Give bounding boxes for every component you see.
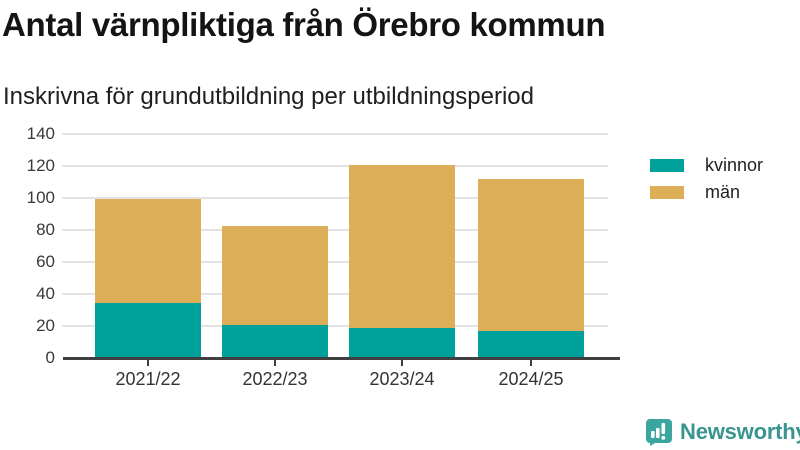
x-axis-category-label: 2024/25 [498, 369, 564, 389]
y-axis-tick-label: 60 [36, 252, 55, 271]
legend-swatch-män [650, 185, 684, 199]
bar-segment-kvinnor-2023/24 [349, 328, 455, 357]
x-axis-category-label: 2023/24 [369, 369, 435, 389]
gridline-100 [62, 197, 608, 199]
x-axis-tick [401, 360, 403, 366]
y-axis-tick-label: 0 [45, 348, 55, 367]
x-axis-tick [147, 360, 149, 366]
chart-title: Antal värnpliktiga från Örebro kommun [2, 6, 606, 43]
newsworthy-wordmark: Newsworthy [680, 419, 800, 444]
legend-swatch-kvinnor [650, 158, 684, 172]
legend-label-män: män [705, 181, 741, 202]
gridline-120 [62, 165, 608, 167]
bar-segment-män-2022/23 [222, 225, 328, 325]
gridline-40 [62, 293, 608, 295]
y-axis-tick-label: 140 [26, 124, 55, 143]
legend-item-kvinnor: kvinnor [650, 155, 763, 175]
bar-segment-män-2024/25 [478, 179, 584, 332]
gridline-20 [62, 325, 608, 327]
y-axis-tick-label: 120 [26, 156, 55, 175]
bar-segment-kvinnor-2022/23 [222, 325, 328, 357]
exclamation-dot-glyph [661, 436, 666, 440]
bar-segment-kvinnor-2021/22 [95, 302, 201, 357]
newsworthy-speech-bubble-icon [646, 419, 672, 446]
y-axis-tick-label: 20 [36, 316, 55, 335]
bar-segment-män-2021/22 [95, 198, 201, 303]
chart-subtitle: Inskrivna för grundutbildning per utbild… [3, 83, 534, 110]
bar-glyph-medium [656, 428, 660, 438]
y-axis-tick-label: 40 [36, 284, 55, 303]
x-axis-line [63, 357, 620, 360]
bar-segment-kvinnor-2024/25 [478, 331, 584, 357]
gridline-140 [62, 133, 608, 135]
legend-item-män: män [650, 182, 763, 202]
y-axis-tick-label: 100 [26, 188, 55, 207]
exclamation-bar-glyph [661, 423, 666, 434]
chart-legend: kvinnor män [650, 155, 763, 209]
gridline-60 [62, 261, 608, 263]
newsworthy-logo: Newsworthy [645, 418, 800, 446]
bar-segment-män-2023/24 [349, 165, 455, 329]
gridline-80 [62, 229, 608, 231]
y-axis-tick-label: 80 [36, 220, 55, 239]
x-axis-tick [274, 360, 276, 366]
bar-glyph-small [651, 431, 655, 438]
x-axis-category-label: 2022/23 [242, 369, 308, 389]
x-axis-category-label: 2021/22 [115, 369, 181, 389]
x-axis-tick [530, 360, 532, 366]
legend-label-kvinnor: kvinnor [705, 154, 764, 175]
